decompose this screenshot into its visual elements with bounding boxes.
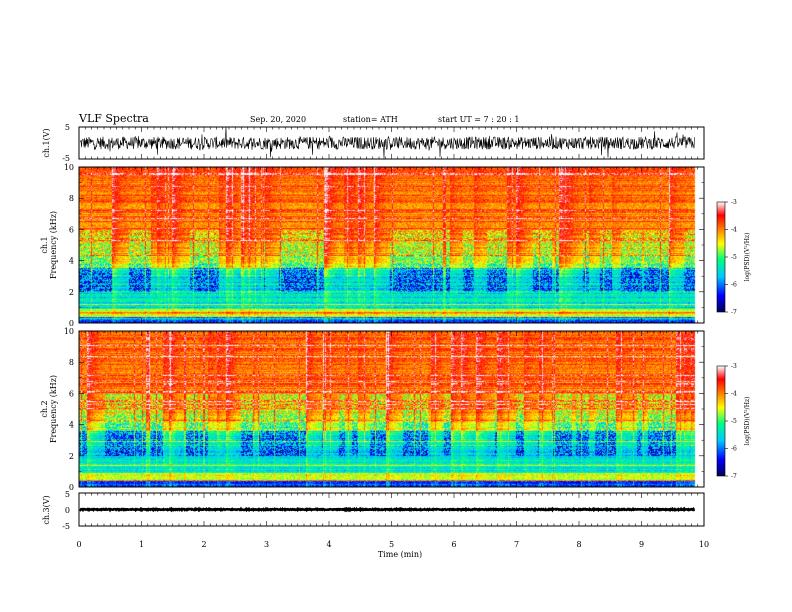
- y-tick-label: 10: [64, 163, 74, 172]
- ch2-spectrogram-ylabel-channel: ch.2: [40, 400, 49, 417]
- ch3-ytick-bottom: -5: [62, 522, 70, 531]
- colorbar-tick-label: -3: [731, 199, 737, 206]
- x-tick-label: 9: [639, 540, 644, 549]
- ch1-waveform-ylabel: ch.1(V): [42, 128, 51, 157]
- ch3-waveform-ylabel: ch.3(V): [42, 495, 51, 524]
- header-date: Sep. 20, 2020: [250, 115, 306, 124]
- y-tick-label: 6: [69, 225, 74, 234]
- x-tick-label: 0: [76, 540, 81, 549]
- ch1-ytick-top: 5: [65, 123, 70, 132]
- y-tick-label: 8: [69, 194, 74, 203]
- x-tick-label: 1: [139, 540, 144, 549]
- colorbar-tick-label: -5: [731, 418, 737, 425]
- colorbar-tick-label: -4: [731, 227, 737, 234]
- colorbar-tick-label: -3: [731, 363, 737, 370]
- x-tick-label: 10: [699, 540, 709, 549]
- header-station: station= ATH: [343, 115, 398, 124]
- ch1-waveform-line: [79, 127, 695, 159]
- colorbar-tick-label: -5: [731, 254, 737, 261]
- ch1-spectrogram-image: [79, 167, 704, 323]
- y-tick-label: 2: [69, 288, 74, 297]
- x-tick-label: 8: [576, 540, 581, 549]
- ch1-waveform-panel: 5 -5 ch.1(V): [42, 123, 705, 163]
- header-start-time: start UT = 7 : 20 : 1: [438, 115, 519, 124]
- ch2-colorbar-label: log(PSD)(V²/Hz): [744, 397, 751, 446]
- ch1-spectrogram-ylabel-channel: ch.1: [40, 236, 49, 253]
- y-tick-label: 8: [69, 358, 74, 367]
- x-tick-label: 3: [264, 540, 269, 549]
- y-tick-label: 4: [69, 257, 74, 266]
- x-axis-tick-labels: 0 1 2 3 4 5 6 7 8 9 10: [76, 540, 709, 549]
- colorbar-tick-label: -7: [731, 309, 737, 316]
- y-tick-label: 4: [69, 421, 74, 430]
- ch1-spectrogram-ylabel-frequency: Frequency (kHz): [49, 211, 58, 279]
- ch3-waveform-panel: 5 0 -5 ch.3(V): [42, 490, 705, 531]
- colorbar-tick-label: -6: [731, 282, 737, 289]
- x-tick-label: 5: [389, 540, 394, 549]
- ch2-spectrogram-image: [79, 331, 704, 487]
- y-tick-label: 6: [69, 389, 74, 398]
- ch3-ytick-mid: 0: [65, 506, 70, 515]
- colorbar-tick-label: -7: [731, 473, 737, 480]
- y-tick-label: 0: [69, 319, 74, 328]
- x-tick-label: 7: [514, 540, 519, 549]
- y-tick-label: 10: [64, 327, 74, 336]
- y-tick-label: 0: [69, 483, 74, 492]
- x-tick-label: 4: [326, 540, 331, 549]
- y-tick-label: 2: [69, 452, 74, 461]
- x-axis-ticks: [78, 127, 705, 526]
- ch1-colorbar-label: log(PSD)(V²/Hz): [744, 233, 751, 282]
- ch3-waveform-line: [79, 506, 696, 513]
- ch2-colorbar: [716, 365, 726, 477]
- ch1-ytick-bottom: -5: [62, 154, 70, 163]
- figure-title: VLF Spectra: [78, 112, 149, 125]
- ch3-ytick-top: 5: [65, 490, 70, 499]
- colorbar-tick-label: -4: [731, 391, 737, 398]
- colorbar-tick-label: -6: [731, 446, 737, 453]
- ch1-colorbar: [716, 201, 726, 313]
- x-tick-label: 2: [201, 540, 206, 549]
- x-tick-label: 6: [451, 540, 456, 549]
- ch2-spectrogram-ylabel-frequency: Frequency (kHz): [49, 375, 58, 443]
- x-axis-label: Time (min): [378, 550, 422, 559]
